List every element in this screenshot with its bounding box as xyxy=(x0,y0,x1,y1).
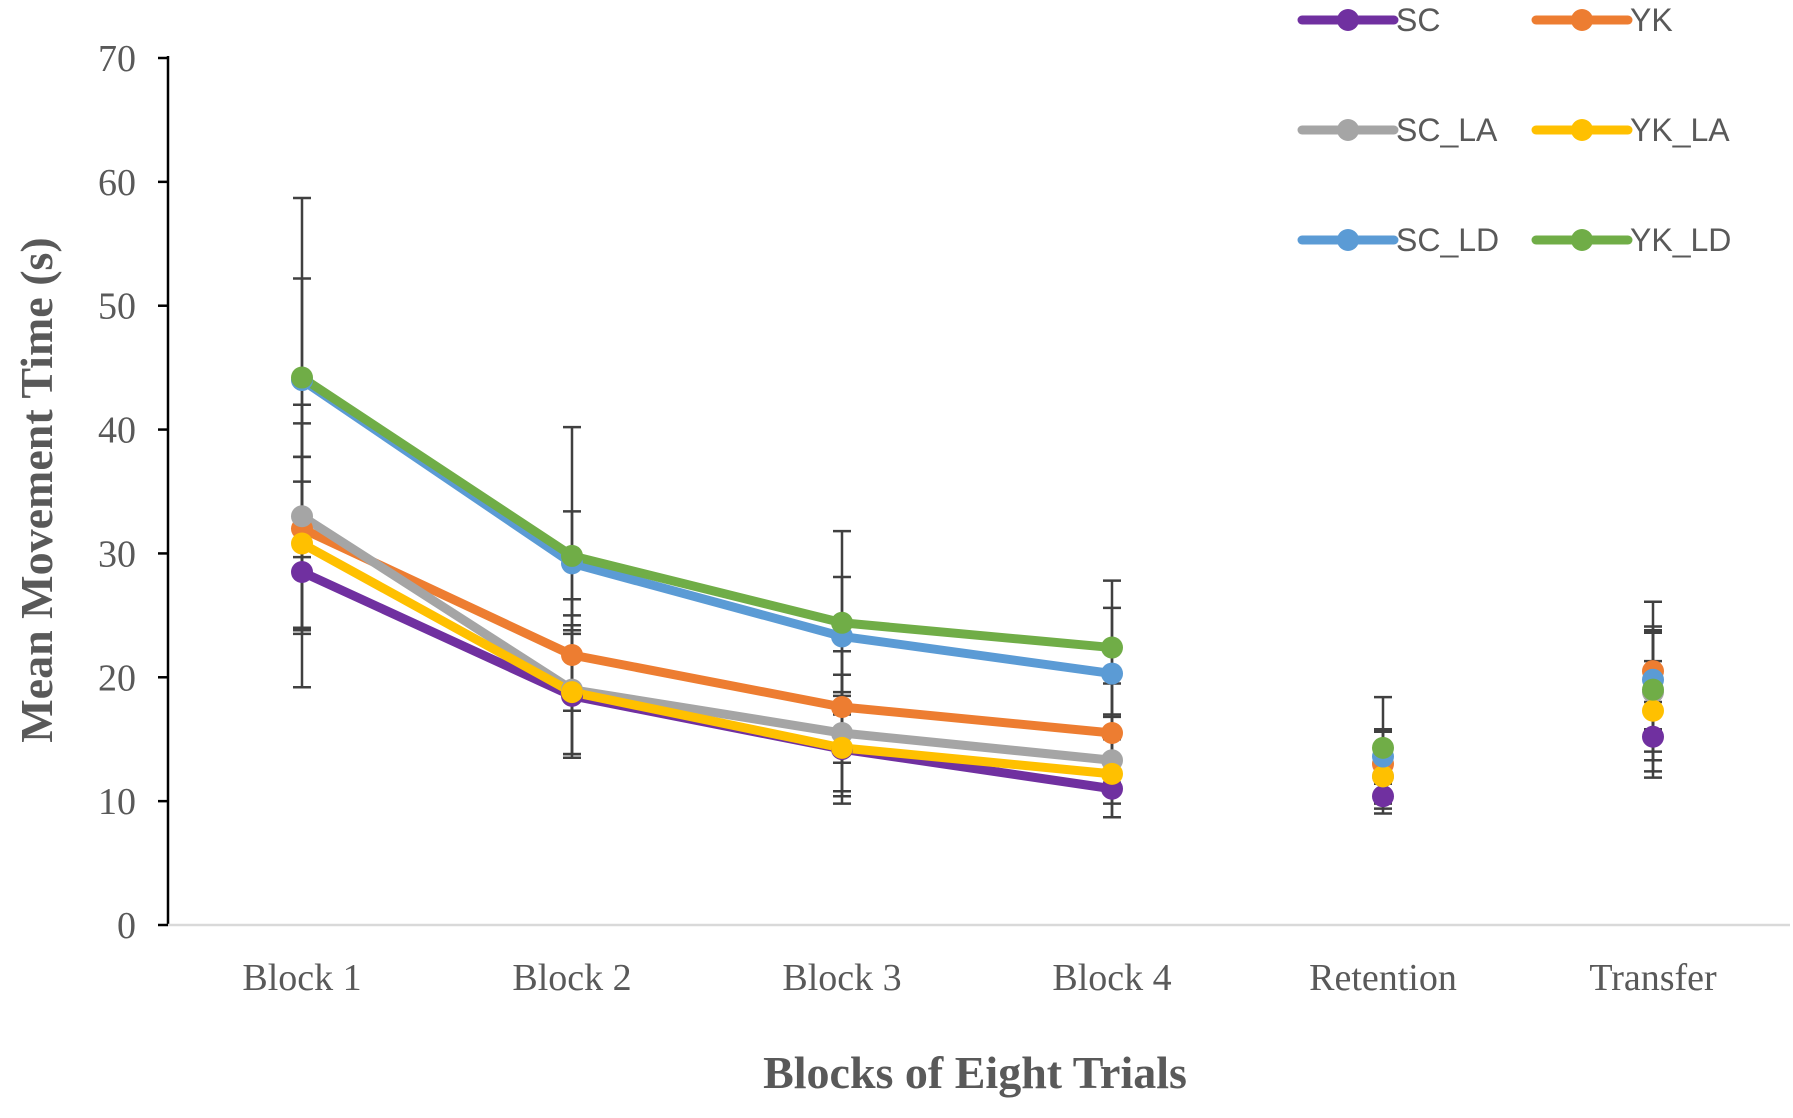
legend: SC YK SC_LA YK_LA SC_LD YK_LD xyxy=(1297,2,1731,258)
data-point-YK_LA xyxy=(831,736,853,759)
data-point-YK_LD xyxy=(1642,678,1664,701)
legend-label-SC_LA: SC_LA xyxy=(1396,112,1498,148)
axes: 0 10 20 30 40 50 60 70 Block 1 Block 2 Block 3 Bloc… xyxy=(98,38,1790,999)
data-point-YK_LD xyxy=(831,611,853,634)
legend-label-YK: YK xyxy=(1630,2,1673,38)
data-point-YK_LA xyxy=(1372,765,1394,788)
y-tick-label: 20 xyxy=(98,657,136,699)
y-axis-title: Mean Movement Time (s) xyxy=(11,237,62,742)
y-tick-label: 50 xyxy=(98,286,136,328)
data-point-SC xyxy=(291,561,313,584)
y-tick-label: 60 xyxy=(98,162,136,204)
data-point-SC xyxy=(1372,785,1394,808)
legend-swatch-marker-YK_LD xyxy=(1571,229,1593,251)
y-tick-label: 10 xyxy=(98,781,136,823)
data-point-YK_LA xyxy=(561,681,583,704)
data-point-YK_LA xyxy=(291,532,313,555)
x-axis-title: Blocks of Eight Trials xyxy=(763,1047,1187,1098)
x-tick-label: Block 1 xyxy=(242,957,361,999)
y-tick-label: 70 xyxy=(98,38,136,80)
data-point-SC_LD xyxy=(1101,662,1123,685)
data-point-YK_LA xyxy=(1101,762,1123,785)
y-tick-label: 0 xyxy=(117,905,136,947)
series-line-YK_LA xyxy=(297,539,1117,779)
data-point-YK_LD xyxy=(291,366,313,389)
legend-label-SC_LD: SC_LD xyxy=(1396,222,1499,258)
data-point-YK xyxy=(1101,722,1123,745)
y-tick-label: 40 xyxy=(98,410,136,452)
legend-label-YK_LA: YK_LA xyxy=(1630,112,1730,148)
legend-swatch-marker-YK xyxy=(1571,9,1593,31)
data-point-YK xyxy=(831,696,853,719)
data-point-SC xyxy=(1642,725,1664,748)
legend-label-SC: SC xyxy=(1396,2,1440,38)
series-points xyxy=(291,366,1664,808)
y-tick-label: 30 xyxy=(98,533,136,575)
data-point-SC_LA xyxy=(291,505,313,528)
legend-swatch-marker-SC xyxy=(1337,9,1359,31)
x-tick-label: Retention xyxy=(1309,957,1457,999)
series-lines xyxy=(297,373,1117,794)
x-tick-label: Transfer xyxy=(1589,957,1717,999)
data-point-YK_LD xyxy=(1101,636,1123,659)
data-point-YK_LD xyxy=(561,544,583,567)
data-point-YK xyxy=(561,643,583,666)
x-tick-label: Block 3 xyxy=(782,957,901,999)
x-tick-label: Block 2 xyxy=(512,957,631,999)
x-tick-label: Block 4 xyxy=(1052,957,1171,999)
legend-swatch-marker-SC_LA xyxy=(1337,119,1359,141)
legend-swatch-marker-YK_LA xyxy=(1571,119,1593,141)
series-line-YK xyxy=(297,524,1117,738)
series-line-YK_LD xyxy=(297,373,1117,653)
legend-swatch-marker-SC_LD xyxy=(1337,229,1359,251)
legend-label-YK_LD: YK_LD xyxy=(1630,222,1731,258)
series-line-SC_LA xyxy=(297,511,1117,765)
data-point-YK_LA xyxy=(1642,699,1664,722)
data-point-YK_LD xyxy=(1372,736,1394,759)
